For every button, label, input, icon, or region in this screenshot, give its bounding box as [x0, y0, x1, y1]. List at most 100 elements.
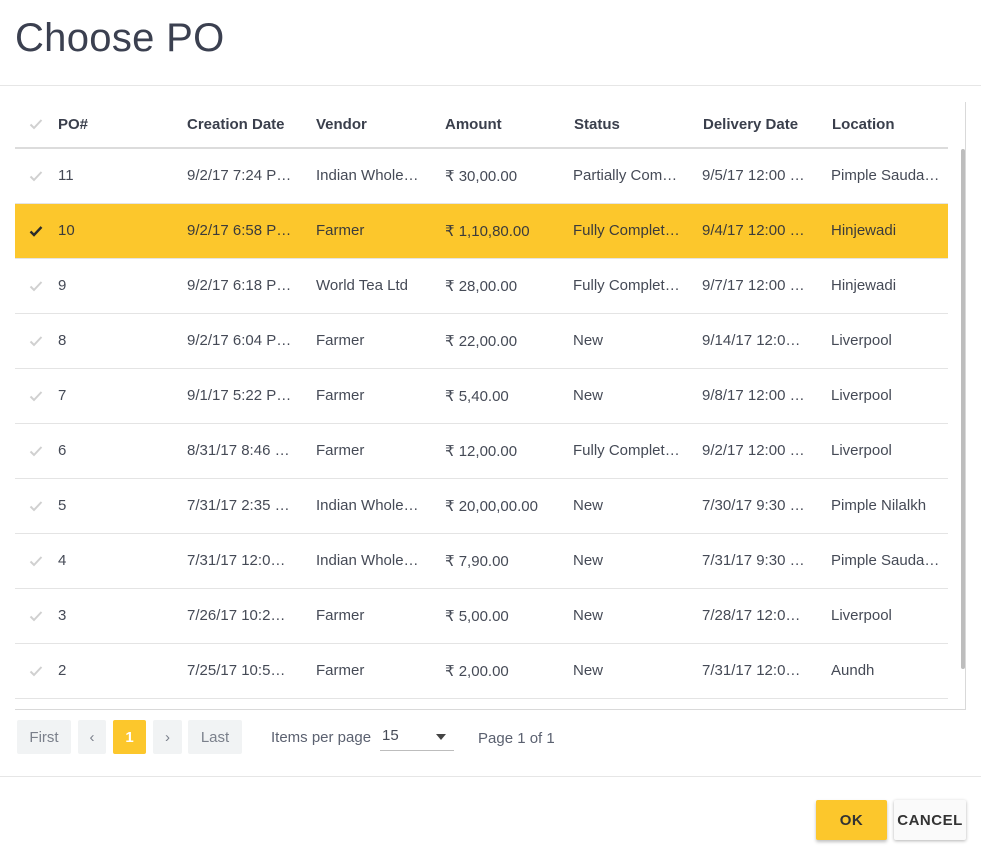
table-row[interactable]: 8 9/2/17 6:04 P… Farmer ₹ 22,00.00 New 9/14/1…	[15, 314, 948, 369]
cell-creation-date: 9/2/17 6:18 P…	[187, 277, 292, 294]
cell-creation-date: 9/1/17 5:22 P…	[187, 387, 292, 404]
cell-amount: ₹ 30,00.00	[445, 168, 518, 185]
pager-prev-button[interactable]: ‹	[78, 720, 106, 754]
cell-location: Liverpool	[831, 607, 892, 624]
cell-delivery-date: 7/31/17 12:0…	[702, 662, 801, 679]
row-check-icon[interactable]	[29, 554, 43, 568]
table-row[interactable]: 6 8/31/17 8:46 … Farmer ₹ 12,00.00 Fully Com…	[15, 424, 948, 479]
items-per-page-label: Items per page	[271, 729, 372, 746]
table-row[interactable]: 10 9/2/17 6:58 P… Farmer ₹ 1,10,80.00 Fully …	[15, 204, 948, 259]
cell-location: Liverpool	[831, 332, 892, 349]
pager-first-button[interactable]: First	[17, 720, 71, 754]
ok-button[interactable]: OK	[816, 800, 887, 840]
cell-amount: ₹ 28,00.00	[445, 278, 518, 295]
pager-page-1-button[interactable]: 1	[113, 720, 146, 754]
cell-po: 8	[58, 332, 67, 349]
cancel-button[interactable]: CANCEL	[894, 800, 966, 840]
row-check-icon[interactable]	[29, 334, 43, 348]
cell-status: Fully Complet…	[573, 277, 680, 294]
grid-header: PO# Creation Date Vendor Amount Status D…	[15, 102, 948, 149]
table-row[interactable]: 3 7/26/17 10:2… Farmer ₹ 5,00.00 New 7/28/17 …	[15, 589, 948, 644]
cell-location: Hinjewadi	[831, 222, 897, 239]
row-check-icon[interactable]	[29, 224, 43, 238]
footer-divider	[0, 776, 981, 777]
cell-creation-date: 9/2/17 6:58 P…	[187, 222, 292, 239]
items-per-page-select[interactable]: 15	[380, 724, 454, 751]
select-all-check-icon[interactable]	[29, 117, 43, 131]
cell-po: 10	[58, 222, 75, 239]
page-info: Page 1 of 1	[478, 730, 555, 747]
column-header-vendor[interactable]: Vendor	[316, 116, 367, 133]
cell-vendor: Farmer	[316, 442, 365, 459]
cell-delivery-date: 9/2/17 12:00 …	[702, 442, 805, 459]
column-header-location[interactable]: Location	[832, 116, 895, 133]
pager-next-button[interactable]: ›	[153, 720, 182, 754]
cell-location: Aundh	[831, 662, 875, 679]
cell-status: New	[573, 387, 604, 404]
row-check-icon[interactable]	[29, 444, 43, 458]
cell-status: New	[573, 662, 604, 679]
row-check-icon[interactable]	[29, 499, 43, 513]
cell-location: Pimple Nilalkh	[831, 497, 927, 514]
cell-delivery-date: 7/28/17 12:0…	[702, 607, 801, 624]
table-row[interactable]: 9 9/2/17 6:18 P… World Tea Ltd ₹ 28,00.00 Fu…	[15, 259, 948, 314]
column-header-po[interactable]: PO#	[58, 116, 89, 133]
cell-creation-date: 7/26/17 10:2…	[187, 607, 286, 624]
cell-status: New	[573, 332, 604, 349]
cell-creation-date: 8/31/17 8:46 …	[187, 442, 290, 459]
column-header-amount[interactable]: Amount	[445, 116, 502, 133]
grid-scrollbar[interactable]	[961, 149, 965, 669]
cell-vendor: Indian Whole…	[316, 552, 419, 569]
cell-vendor: Indian Whole…	[316, 497, 419, 514]
table-row[interactable]: 2 7/25/17 10:5… Farmer ₹ 2,00.00 New 7/31/17 …	[15, 644, 948, 699]
row-check-icon[interactable]	[29, 609, 43, 623]
cell-po: 4	[58, 552, 67, 569]
cell-location: Liverpool	[831, 387, 892, 404]
cell-delivery-date: 9/7/17 12:00 …	[702, 277, 805, 294]
cell-amount: ₹ 5,40.00	[445, 388, 509, 405]
row-check-icon[interactable]	[29, 389, 43, 403]
cell-status: New	[573, 497, 604, 514]
cell-status: Fully Complet…	[573, 442, 680, 459]
cell-status: New	[573, 607, 604, 624]
row-check-icon[interactable]	[29, 279, 43, 293]
cell-delivery-date: 9/8/17 12:00 …	[702, 387, 805, 404]
cell-vendor: Farmer	[316, 607, 365, 624]
cell-vendor: Farmer	[316, 332, 365, 349]
table-row[interactable]: 7 9/1/17 5:22 P… Farmer ₹ 5,40.00 New 9/8/17 …	[15, 369, 948, 424]
cell-amount: ₹ 22,00.00	[445, 333, 518, 350]
column-header-delivery-date[interactable]: Delivery Date	[703, 116, 799, 133]
table-row[interactable]: 11 9/2/17 7:24 P… Indian Whole… ₹ 30,00.00 P…	[15, 149, 948, 204]
cell-vendor: Farmer	[316, 662, 365, 679]
po-grid: PO# Creation Date Vendor Amount Status D…	[15, 102, 966, 710]
column-header-status[interactable]: Status	[574, 116, 620, 133]
cell-location: Pimple Sauda…	[831, 167, 940, 184]
cell-vendor: Indian Whole…	[316, 167, 419, 184]
cell-creation-date: 7/31/17 12:0…	[187, 552, 286, 569]
cell-delivery-date: 7/31/17 9:30 …	[702, 552, 805, 569]
cell-amount: ₹ 20,00,00.00	[445, 498, 538, 515]
cell-delivery-date: 9/4/17 12:00 …	[702, 222, 805, 239]
cell-amount: ₹ 5,00.00	[445, 608, 509, 625]
dialog-title: Choose PO	[15, 16, 225, 60]
cell-status: New	[573, 552, 604, 569]
cell-location: Pimple Sauda…	[831, 552, 940, 569]
table-row[interactable]: 4 7/31/17 12:0… Indian Whole… ₹ 7,90.00 New 7…	[15, 534, 948, 589]
pager-last-button[interactable]: Last	[188, 720, 242, 754]
cell-delivery-date: 9/5/17 12:00 …	[702, 167, 805, 184]
cell-status: Fully Complet…	[573, 222, 680, 239]
cell-creation-date: 7/31/17 2:35 …	[187, 497, 290, 514]
cell-po: 6	[58, 442, 67, 459]
cell-amount: ₹ 2,00.00	[445, 663, 509, 680]
cell-po: 7	[58, 387, 67, 404]
cell-vendor: World Tea Ltd	[316, 277, 408, 294]
cell-amount: ₹ 1,10,80.00	[445, 223, 530, 240]
table-row[interactable]: 5 7/31/17 2:35 … Indian Whole… ₹ 20,00,00.0…	[15, 479, 948, 534]
cell-creation-date: 9/2/17 6:04 P…	[187, 332, 292, 349]
row-check-icon[interactable]	[29, 169, 43, 183]
cell-delivery-date: 9/14/17 12:0…	[702, 332, 801, 349]
cell-po: 2	[58, 662, 67, 679]
column-header-creation-date[interactable]: Creation Date	[187, 116, 285, 133]
cell-po: 9	[58, 277, 67, 294]
row-check-icon[interactable]	[29, 664, 43, 678]
